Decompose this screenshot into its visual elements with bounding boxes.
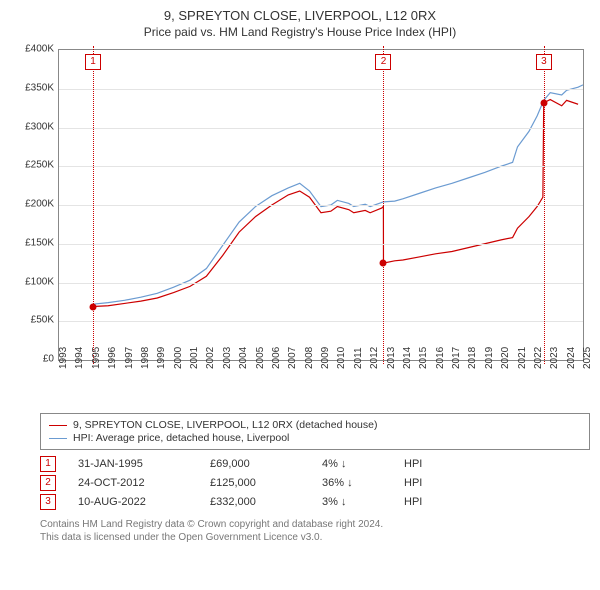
legend-swatch-property [49,425,67,426]
legend-label-hpi: HPI: Average price, detached house, Live… [73,432,289,444]
plot-area: 1 2 3 [58,49,584,361]
y-axis-tick-label: £400K [10,44,54,55]
legend-item-hpi: HPI: Average price, detached house, Live… [49,432,581,444]
event-row-pct: 36% ↓ [322,477,382,489]
legend-label-property: 9, SPREYTON CLOSE, LIVERPOOL, L12 0RX (d… [73,419,377,431]
event-row-badge: 2 [40,475,56,491]
event-row: 2 24-OCT-2012 £125,000 36% ↓ HPI [40,475,590,491]
legend-item-property: 9, SPREYTON CLOSE, LIVERPOOL, L12 0RX (d… [49,419,581,431]
event-guideline [93,46,94,364]
y-axis-tick-label: £100K [10,276,54,287]
x-axis-tick-label: 2025 [582,347,600,369]
legend: 9, SPREYTON CLOSE, LIVERPOOL, L12 0RX (d… [40,413,590,450]
event-row-hpi-label: HPI [404,477,422,489]
event-row-date: 10-AUG-2022 [78,496,188,508]
y-axis-tick-label: £200K [10,199,54,210]
event-marker-dot [380,260,387,267]
title-line-1: 9, SPREYTON CLOSE, LIVERPOOL, L12 0RX [10,8,590,23]
event-badge: 3 [536,54,552,70]
event-badge: 2 [375,54,391,70]
event-marker-dot [540,99,547,106]
y-axis-tick-label: £0 [10,354,54,365]
event-row-badge: 1 [40,456,56,472]
event-row: 1 31-JAN-1995 £69,000 4% ↓ HPI [40,456,590,472]
y-axis-tick-label: £50K [10,315,54,326]
event-row: 3 10-AUG-2022 £332,000 3% ↓ HPI [40,494,590,510]
legend-swatch-hpi [49,438,67,439]
event-row-date: 31-JAN-1995 [78,458,188,470]
y-axis-tick-label: £150K [10,237,54,248]
event-badge: 1 [85,54,101,70]
event-row-pct: 4% ↓ [322,458,382,470]
event-marker-dot [90,303,97,310]
footer-line-1: Contains HM Land Registry data © Crown c… [40,518,590,531]
event-row-date: 24-OCT-2012 [78,477,188,489]
event-row-price: £125,000 [210,477,300,489]
event-row-price: £69,000 [210,458,300,470]
chart: 1 2 3 £0 £50K £100K £150K £200K £250K £300K £350K… [10,45,590,405]
y-axis-tick-label: £300K [10,121,54,132]
attribution-footer: Contains HM Land Registry data © Crown c… [40,518,590,544]
y-axis-tick-label: £350K [10,82,54,93]
series-hpi [93,85,583,304]
event-guideline [383,46,384,364]
event-row-pct: 3% ↓ [322,496,382,508]
event-row-badge: 3 [40,494,56,510]
event-row-hpi-label: HPI [404,496,422,508]
event-row-price: £332,000 [210,496,300,508]
event-guideline [544,46,545,364]
title-line-2: Price paid vs. HM Land Registry's House … [10,25,590,39]
y-axis-tick-label: £250K [10,160,54,171]
chart-title-block: 9, SPREYTON CLOSE, LIVERPOOL, L12 0RX Pr… [0,0,600,41]
footer-line-2: This data is licensed under the Open Gov… [40,531,590,544]
event-row-hpi-label: HPI [404,458,422,470]
series-property [93,100,578,307]
events-table: 1 31-JAN-1995 £69,000 4% ↓ HPI 2 24-OCT-2012 £1… [40,456,590,510]
